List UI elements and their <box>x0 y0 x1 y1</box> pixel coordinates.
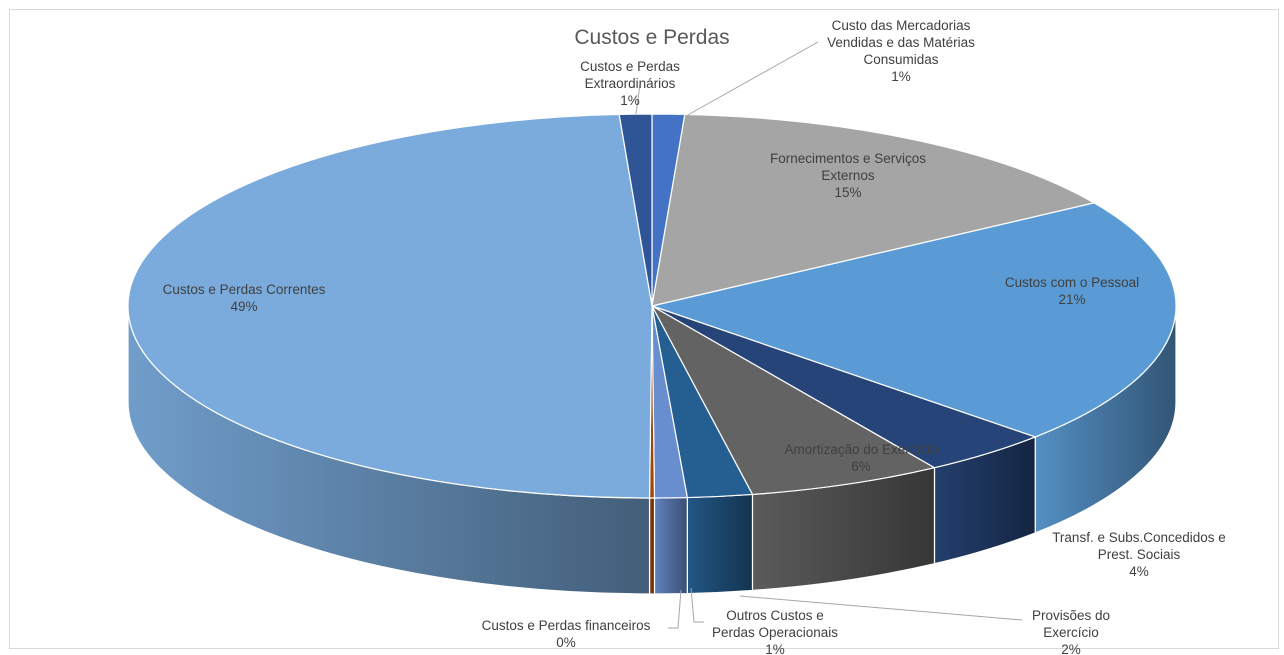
pie-side-7 <box>648 497 656 595</box>
slice-value-label-5: 2% <box>1061 642 1081 655</box>
slice-name-label-1: Externos <box>821 168 875 183</box>
slice-name-label-4: Amortização do Exercício <box>784 442 937 457</box>
chart-title: Custos e Perdas <box>574 26 729 49</box>
slice-name-label-6: Perdas Operacionais <box>712 625 838 640</box>
slice-value-label-0: 1% <box>891 69 911 84</box>
pie-slice-9 <box>618 113 653 307</box>
slice-name-label-0: Vendidas e das Matérias <box>827 35 975 50</box>
slice-name-label-5: Provisões do <box>1032 608 1110 623</box>
slice-value-label-7: 0% <box>556 635 576 650</box>
leader-line-7 <box>668 589 682 629</box>
slice-value-label-2: 21% <box>1058 292 1085 307</box>
slice-name-label-9: Custos e Perdas <box>580 59 680 74</box>
slice-name-label-9: Extraordinários <box>585 76 676 91</box>
pie-top <box>127 113 1177 499</box>
slice-value-label-3: 4% <box>1129 564 1149 579</box>
leader-line-0 <box>685 41 819 117</box>
slice-name-label-8: Custos e Perdas Correntes <box>163 282 326 297</box>
slice-name-label-2: Custos com o Pessoal <box>1005 275 1139 290</box>
leader-line-5 <box>739 595 1023 621</box>
slice-name-label-1: Fornecimentos e Serviços <box>770 151 926 166</box>
leader-line-6 <box>690 587 704 623</box>
slice-name-label-5: Exercício <box>1043 625 1099 640</box>
slice-value-label-1: 15% <box>834 185 861 200</box>
slice-name-label-6: Outros Custos e <box>726 608 824 623</box>
slice-name-label-0: Custo das Mercadorias <box>832 18 971 33</box>
leader-line-9 <box>635 83 641 115</box>
pie-slice-4 <box>650 304 937 496</box>
slice-value-label-8: 49% <box>230 299 257 314</box>
pie-depth <box>127 305 1177 595</box>
slice-value-label-4: 6% <box>851 459 871 474</box>
slice-name-label-0: Consumidas <box>863 52 938 67</box>
pie-side-6 <box>653 496 688 595</box>
leader-lines <box>635 41 1023 629</box>
slice-value-label-9: 1% <box>620 93 640 108</box>
chart-frame <box>9 9 1279 649</box>
slice-name-label-3: Transf. e Subs.Concedidos e <box>1052 530 1226 545</box>
pie-slice-1 <box>651 113 1096 307</box>
slice-labels: Custo das Mercadorias Vendidas e das Maté… <box>163 18 1226 655</box>
slice-name-label-7: Custos e Perdas financeiros <box>482 618 651 633</box>
pie-side-5 <box>686 493 754 595</box>
slice-value-label-6: 1% <box>765 642 785 655</box>
slice-name-label-3: Prest. Sociais <box>1098 547 1181 562</box>
pie-slice-8 <box>127 113 653 499</box>
pie-slice-2 <box>649 202 1177 438</box>
